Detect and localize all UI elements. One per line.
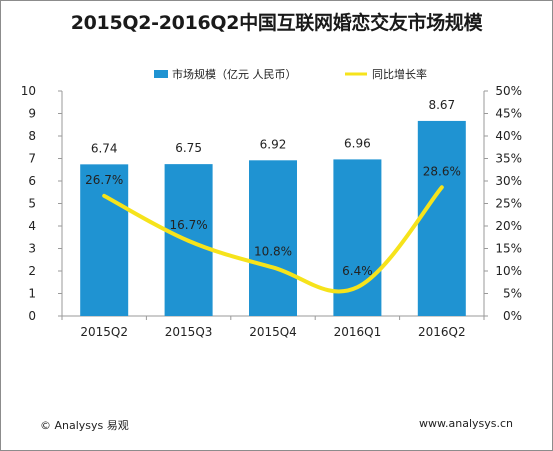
growth-rate-label: 10.8%: [254, 244, 292, 258]
x-tick-label: 2016Q1: [334, 325, 382, 339]
y-left-tick-label: 8: [28, 129, 36, 143]
y-left-tick-label: 10: [21, 84, 36, 98]
y-right-tick-label: 35%: [495, 152, 522, 166]
y-right-tick-label: 50%: [495, 84, 522, 98]
bar-2015Q2: [80, 164, 129, 316]
bar-2016Q2: [417, 120, 466, 316]
y-left-tick-label: 7: [28, 152, 36, 166]
bar-value-label: 8.67: [428, 98, 455, 112]
legend-swatch-market-size: [154, 70, 168, 78]
growth-rate-label: 16.7%: [170, 218, 208, 232]
x-tick-label: 2015Q4: [249, 325, 297, 339]
copyright-label: © Analysys 易观: [40, 419, 129, 432]
y-left-tick-label: 4: [28, 219, 36, 233]
y-left-tick-label: 5: [28, 197, 36, 211]
bar-value-label: 6.92: [260, 137, 287, 151]
y-right-tick-label: 15%: [495, 242, 522, 256]
bar-2015Q4: [249, 160, 297, 316]
website-label: www.analysys.cn: [419, 417, 513, 430]
y-right-tick-label: 10%: [495, 264, 522, 278]
y-right-tick-label: 20%: [495, 219, 522, 233]
legend-label-market-size: 市场规模（亿元 人民币）: [172, 67, 297, 81]
y-left-tick-label: 0: [28, 309, 36, 323]
growth-rate-label: 26.7%: [85, 173, 123, 187]
bar-value-label: 6.96: [344, 136, 371, 150]
x-tick-label: 2015Q3: [165, 325, 213, 339]
y-right-tick-label: 5%: [503, 287, 522, 301]
y-right-tick-label: 25%: [495, 197, 522, 211]
y-right-tick-label: 0%: [503, 309, 522, 323]
y-left-tick-label: 1: [28, 287, 36, 301]
y-left-tick-label: 9: [28, 107, 36, 121]
legend-label-growth-rate: 同比增长率: [372, 67, 427, 81]
x-tick-label: 2015Q2: [80, 325, 128, 339]
bar-value-label: 6.75: [175, 141, 202, 155]
y-left-tick-label: 3: [28, 242, 36, 256]
y-left-tick-label: 2: [28, 264, 36, 278]
growth-rate-line: [102, 185, 444, 294]
y-left-tick-label: 6: [28, 174, 36, 188]
y-right-tick-label: 45%: [495, 107, 522, 121]
chart-title: 2015Q2-2016Q2中国互联网婚恋交友市场规模: [70, 12, 483, 34]
bar-value-label: 6.74: [91, 141, 118, 155]
growth-rate-label: 6.4%: [342, 264, 373, 278]
growth-rate-label: 28.6%: [423, 164, 461, 178]
x-tick-label: 2016Q2: [418, 325, 466, 339]
y-right-tick-label: 40%: [495, 129, 522, 143]
y-right-tick-label: 30%: [495, 174, 522, 188]
